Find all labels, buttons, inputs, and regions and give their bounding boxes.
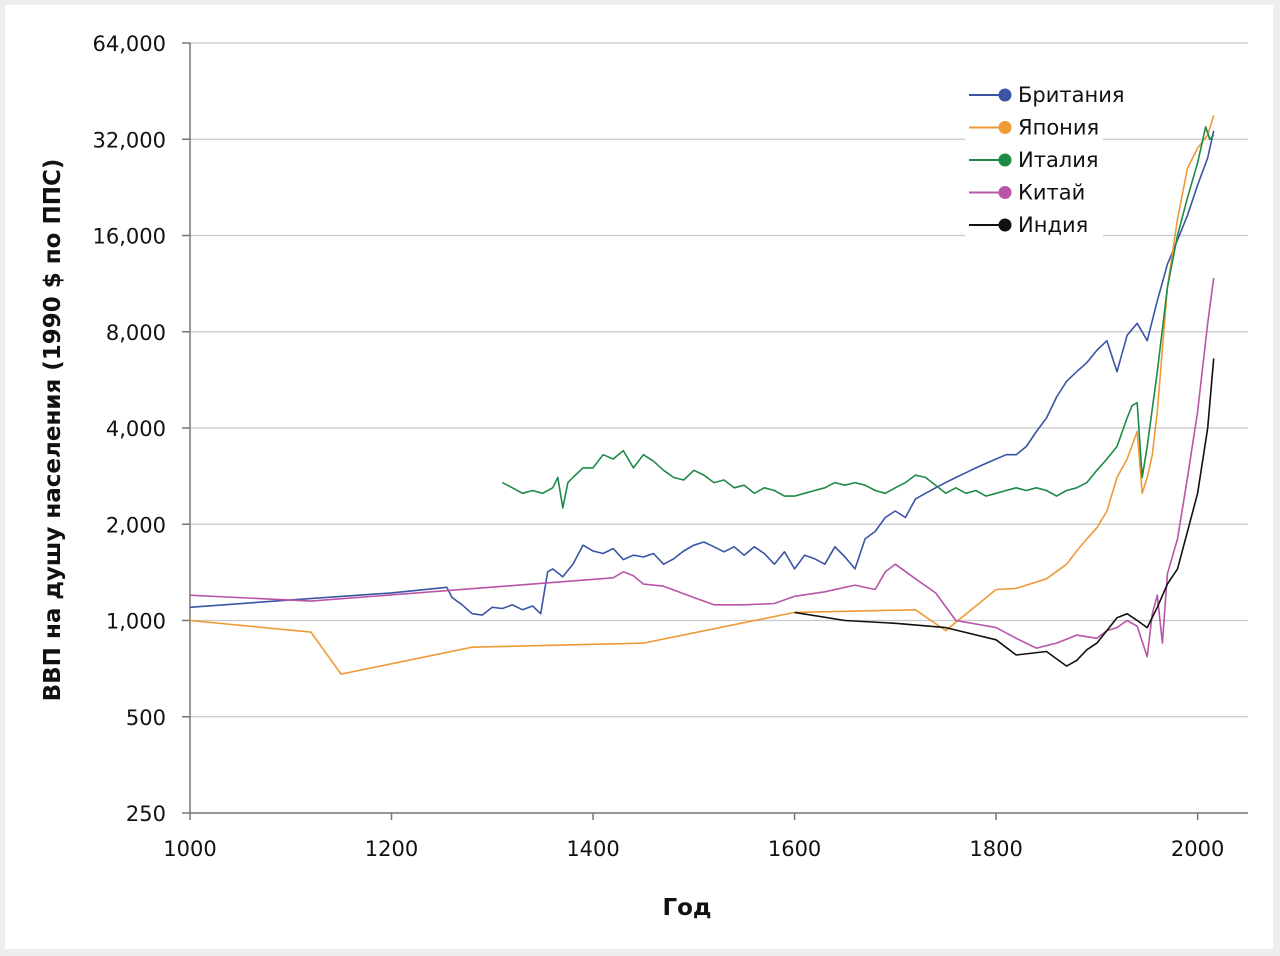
y-tick-label: 500 bbox=[126, 706, 166, 730]
series-line-Индия bbox=[794, 358, 1215, 667]
legend: Британия Япония Италия Китай Индия bbox=[965, 79, 1125, 241]
series-line-Китай bbox=[189, 277, 1215, 658]
x-tick-label: 1000 bbox=[163, 837, 216, 861]
legend-label-Китай: Китай bbox=[1018, 181, 1085, 205]
legend-label-Индия: Индия bbox=[1018, 213, 1088, 237]
y-axis-ticks: 250 500 1,000 2,000 4,000 8,000 16,000 32,000 64… bbox=[93, 32, 190, 826]
series-line-Британия bbox=[189, 130, 1215, 616]
y-axis-title: ВВП на душу населения (1990 $ по ППС) bbox=[40, 159, 66, 702]
y-tick-label: 32,000 bbox=[93, 128, 166, 152]
grid-lines bbox=[190, 42, 1248, 814]
legend-marker-Британия bbox=[998, 88, 1012, 102]
x-tick-label: 1600 bbox=[768, 837, 821, 861]
legend-marker-Италия bbox=[998, 153, 1012, 167]
x-tick-label: 1400 bbox=[566, 837, 619, 861]
line-chart: 250 500 1,000 2,000 4,000 8,000 16,000 32,000 64… bbox=[40, 32, 1248, 921]
x-tick-label: 1800 bbox=[969, 837, 1022, 861]
y-tick-label: 16,000 bbox=[93, 225, 166, 249]
series-lines bbox=[189, 115, 1215, 675]
legend-label-Япония: Япония bbox=[1018, 116, 1099, 140]
series-line-Япония bbox=[189, 115, 1215, 675]
y-tick-label: 64,000 bbox=[93, 32, 166, 56]
y-tick-label: 1,000 bbox=[106, 610, 166, 634]
y-tick-label: 250 bbox=[126, 802, 166, 826]
x-axis-ticks: 1000 1200 1400 1600 1800 2000 bbox=[163, 813, 1224, 861]
x-tick-label: 1200 bbox=[365, 837, 418, 861]
legend-label-Италия: Италия bbox=[1018, 148, 1099, 172]
x-axis-title: Год bbox=[662, 895, 711, 921]
chart-frame: 250 500 1,000 2,000 4,000 8,000 16,000 32,000 64… bbox=[5, 5, 1273, 949]
series-line-Италия bbox=[502, 126, 1215, 509]
legend-marker-Китай bbox=[998, 186, 1012, 199]
y-tick-label: 8,000 bbox=[106, 321, 166, 345]
x-tick-label: 2000 bbox=[1171, 837, 1224, 861]
legend-marker-Япония bbox=[998, 121, 1012, 134]
y-tick-label: 4,000 bbox=[106, 417, 166, 441]
legend-label-Британия: Британия bbox=[1018, 83, 1125, 107]
legend-marker-Индия bbox=[998, 218, 1012, 232]
y-tick-label: 2,000 bbox=[106, 513, 166, 537]
